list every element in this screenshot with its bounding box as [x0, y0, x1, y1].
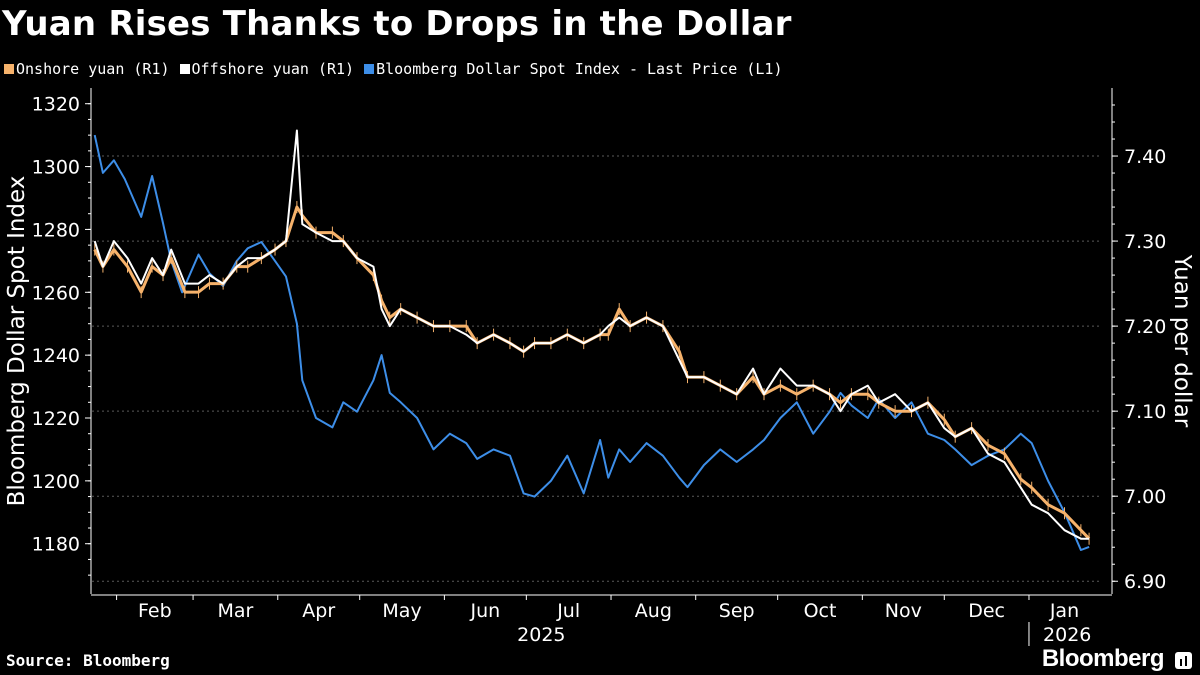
x-axis-month-label: Sep — [719, 600, 755, 622]
x-axis-month-label: Feb — [138, 600, 172, 622]
legend: Onshore yuan (R1) Offshore yuan (R1) Blo… — [4, 60, 782, 78]
left-axis-tick-label: 1260 — [32, 282, 80, 304]
legend-item-dollar: Bloomberg Dollar Spot Index - Last Price… — [364, 60, 782, 78]
series-line-dollar — [93, 134, 1090, 551]
right-axis-tick-label: 6.90 — [1124, 571, 1166, 593]
x-axis-month-label: Jul — [556, 600, 580, 622]
left-axis-tick-label: 1300 — [32, 157, 80, 179]
x-axis-month-label: Apr — [302, 600, 335, 622]
x-axis-month-label: Jun — [470, 600, 501, 622]
x-axis-month-label: Jan — [1049, 600, 1079, 622]
bar-chart-icon — [1175, 652, 1192, 669]
legend-item-onshore: Onshore yuan (R1) — [4, 60, 170, 78]
x-axis-month-label: Nov — [885, 600, 922, 622]
left-axis-title: Bloomberg Dollar Spot Index — [4, 176, 30, 507]
series-line-offshore — [93, 129, 1090, 540]
left-axis-tick-label: 1280 — [32, 219, 80, 241]
chart-title: Yuan Rises Thanks to Drops in the Dollar — [2, 4, 792, 44]
x-axis-year-label: 2026 — [1043, 624, 1091, 646]
legend-swatch-offshore — [179, 64, 190, 74]
right-axis-tick-label: 7.20 — [1124, 316, 1166, 338]
left-axis-tick-label: 1320 — [32, 94, 80, 116]
legend-swatch-dollar — [364, 64, 375, 74]
bloomberg-logo: Bloomberg — [1041, 645, 1165, 672]
legend-label-offshore: Offshore yuan (R1) — [191, 60, 355, 78]
x-axis-month-label: May — [382, 600, 421, 622]
right-axis-tick-label: 7.40 — [1124, 146, 1166, 168]
left-axis-tick-label: 1200 — [32, 471, 80, 493]
right-axis-title: Yuan per dollar — [1169, 254, 1195, 428]
left-axis-tick-label: 1220 — [32, 408, 80, 430]
left-axis-tick-label: 1180 — [32, 534, 80, 556]
x-axis-month-label: Oct — [804, 600, 837, 622]
series-line-onshore — [93, 205, 1091, 540]
source-note: Source: Bloomberg — [6, 651, 170, 670]
right-axis-tick-label: 7.10 — [1124, 401, 1166, 423]
x-axis-year-label: 2025 — [517, 624, 565, 646]
x-axis-month-label: Dec — [968, 600, 1005, 622]
x-axis-month-label: Aug — [635, 600, 672, 622]
left-axis-tick-label: 1240 — [32, 345, 80, 367]
legend-swatch-onshore — [4, 64, 14, 74]
legend-label-dollar: Bloomberg Dollar Spot Index - Last Price… — [376, 60, 783, 78]
legend-item-offshore: Offshore yuan (R1) — [179, 60, 355, 78]
right-axis-tick-label: 7.00 — [1124, 486, 1166, 508]
right-axis-tick-label: 7.30 — [1124, 231, 1166, 253]
x-axis-month-label: Mar — [217, 600, 253, 622]
legend-label-onshore: Onshore yuan (R1) — [16, 60, 170, 78]
